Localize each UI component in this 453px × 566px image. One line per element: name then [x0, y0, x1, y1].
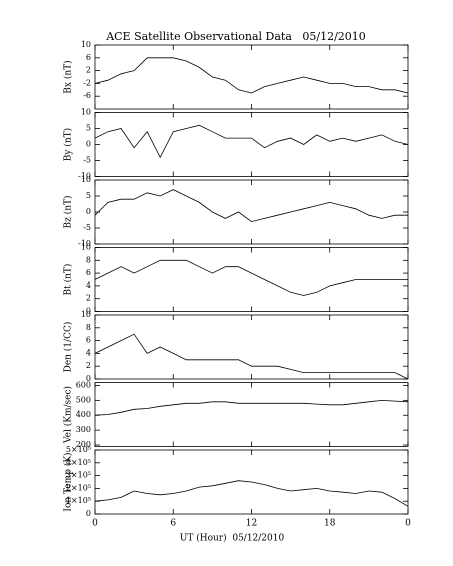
y-tick-label: 0 — [86, 207, 91, 216]
y-axis-label: Bx (nT) — [63, 60, 74, 93]
y-tick-label: 5 — [86, 191, 91, 200]
y-axis-label: Bz (nT) — [63, 195, 74, 228]
y-tick-label: 300 — [76, 425, 91, 434]
y-tick-label: -10 — [78, 239, 91, 248]
y-tick-label: 0 — [86, 374, 91, 383]
y-tick-label: 8 — [86, 323, 91, 332]
data-line — [94, 189, 408, 223]
y-tick-label: -5 — [83, 156, 91, 165]
y-tick-label: 10 — [81, 108, 91, 117]
y-tick-label: 6 — [86, 336, 91, 345]
y-tick-label: -6 — [83, 91, 91, 100]
y-tick-label: 3×10⁵ — [66, 471, 91, 480]
data-line — [94, 124, 409, 159]
y-tick-label: 500 — [76, 395, 91, 404]
y-tick-label: 5×10⁵ — [66, 445, 91, 454]
y-axis-label: Bt (nT) — [63, 264, 74, 296]
x-tick-label: 0 — [405, 519, 411, 529]
y-axis-label: Ion Temp (K) — [63, 452, 74, 511]
panel-frame — [94, 382, 409, 447]
data-line — [94, 399, 409, 416]
y-tick-label: 8 — [86, 255, 91, 264]
y-tick-label: 10 — [81, 40, 91, 49]
y-tick-label: 4 — [86, 281, 91, 290]
y-tick-label: 400 — [76, 410, 91, 419]
y-tick-label: 10 — [81, 310, 91, 319]
y-tick-label: 600 — [76, 380, 91, 389]
y-axis-label: Vel (Km/sec) — [63, 386, 74, 444]
y-tick-label: 4×10⁵ — [66, 458, 91, 467]
y-tick-label: 0 — [86, 307, 91, 316]
y-tick-label: 1×10⁵ — [66, 496, 91, 505]
x-axis-label: UT (Hour) 05/12/2010 — [180, 533, 285, 544]
y-tick-label: 10 — [81, 243, 91, 252]
y-tick-label: 6 — [86, 268, 91, 277]
y-tick-label: 4 — [86, 348, 91, 357]
chart-title: ACE Satellite Observational Data 05/12/2… — [105, 30, 366, 43]
y-tick-label: 5 — [86, 124, 91, 133]
y-tick-label: 2 — [86, 294, 91, 303]
data-line — [94, 57, 409, 94]
y-tick-label: 6 — [86, 53, 91, 62]
y-tick-label: 2 — [86, 66, 91, 75]
y-tick-label: 0 — [86, 140, 91, 149]
y-tick-label: 2 — [86, 361, 91, 370]
y-tick-label: 2×10⁵ — [66, 483, 91, 492]
panel-frame — [94, 314, 409, 380]
y-tick-label: -10 — [78, 172, 91, 181]
panel-frame — [94, 179, 409, 245]
y-axis-label: Den (1/CC) — [63, 322, 74, 373]
y-axis-label: By (nT) — [63, 128, 74, 161]
y-tick-label: 10 — [81, 175, 91, 184]
y-tick-label: 200 — [76, 440, 91, 449]
x-tick-label: 18 — [324, 519, 336, 529]
panel-frame — [94, 112, 409, 177]
y-tick-label: -5 — [83, 223, 91, 232]
data-line — [94, 259, 408, 296]
x-tick-label: 12 — [246, 519, 257, 529]
y-tick-label: 0 — [86, 509, 91, 518]
x-tick-label: 6 — [170, 519, 176, 529]
data-line — [94, 480, 409, 507]
data-line — [94, 333, 409, 380]
x-tick-label: 0 — [92, 519, 98, 529]
y-tick-label: -2 — [83, 78, 91, 87]
panel-frame — [94, 44, 409, 110]
